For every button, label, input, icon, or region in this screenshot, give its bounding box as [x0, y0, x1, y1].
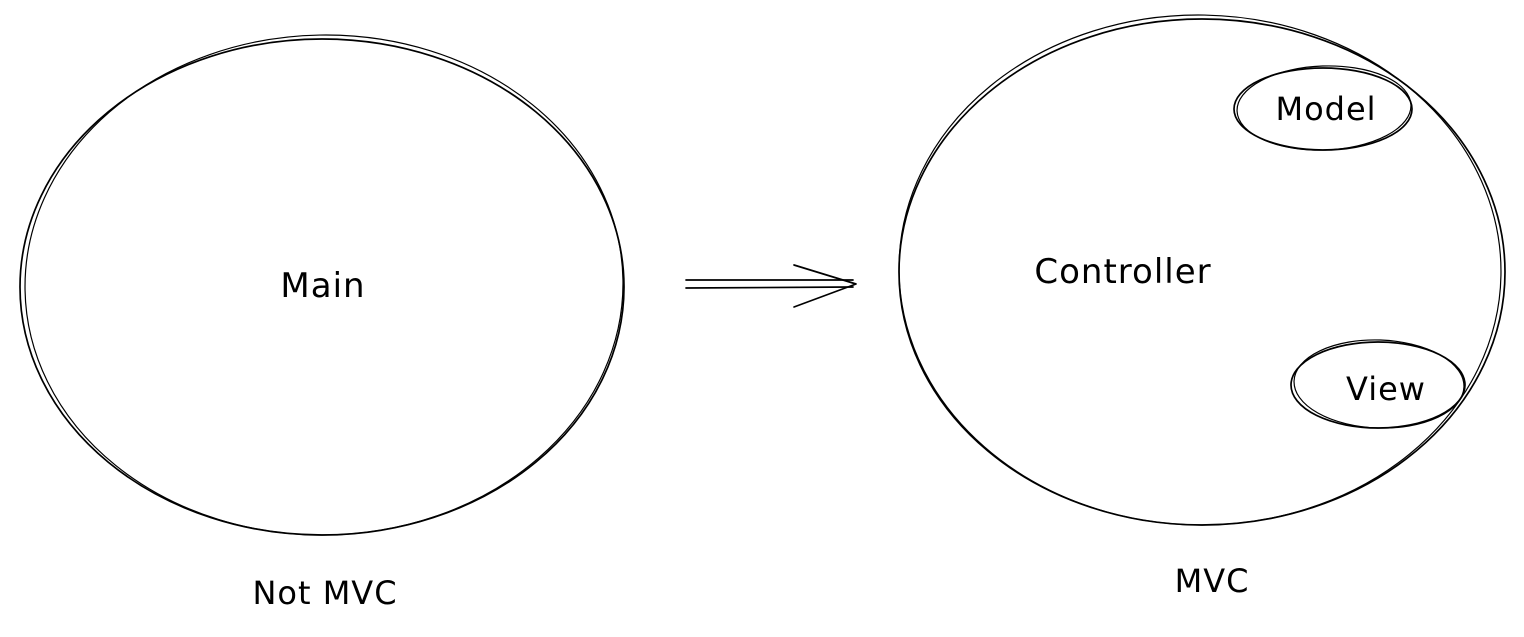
arrow-shaft-bottom: [685, 286, 854, 289]
controller-node: Controller: [898, 14, 1506, 526]
view-node: View: [1290, 339, 1466, 429]
main-node: Main: [19, 34, 625, 536]
transition-arrow: [685, 264, 857, 308]
controller-node-label: Controller: [1034, 252, 1211, 292]
model-node-outline-sketch: [1236, 65, 1412, 151]
arrow-head: [793, 264, 857, 308]
mvc-caption: MVC: [1175, 562, 1250, 600]
not-mvc-group: Main Not MVC: [19, 34, 625, 612]
not-mvc-caption: Not MVC: [252, 574, 397, 612]
model-node-label: Model: [1275, 90, 1376, 128]
view-node-outline-sketch: [1293, 339, 1465, 429]
model-node: Model: [1233, 65, 1413, 151]
controller-node-outline-sketch: [898, 14, 1502, 526]
view-node-label: View: [1346, 370, 1426, 408]
mvc-group: Controller Model View MVC: [898, 14, 1506, 600]
main-node-label: Main: [280, 266, 365, 306]
main-node-outline-sketch: [24, 34, 624, 536]
